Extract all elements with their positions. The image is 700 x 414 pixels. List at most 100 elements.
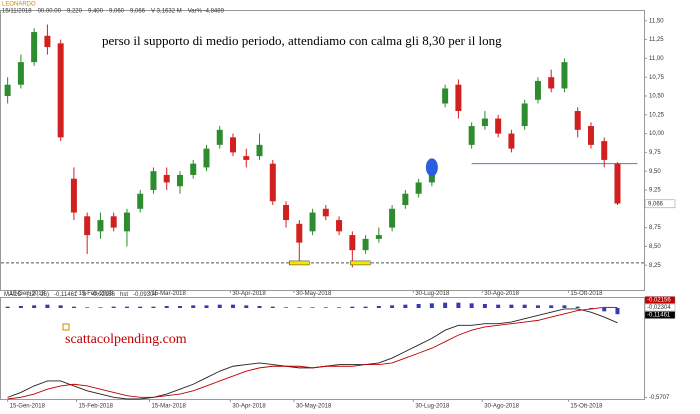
candle-body [495,118,502,134]
x-tick-label: 15-Mar-2018 [151,291,186,297]
macd-hist-bar [337,307,342,308]
header-item: 9,066 [130,9,146,15]
y-tick-label: 11,50 [649,18,664,24]
header-item: 9,220 [67,9,83,15]
macd-hist-bar [429,303,434,308]
macd-hist-bar [217,304,222,308]
macd-hist-bar [310,307,315,308]
yellow-mark [350,260,371,266]
header-item: 9,060 [109,9,125,15]
macd-hist-bar [85,307,90,308]
macd-header-item: -0,02156 [91,292,115,298]
candle-body [468,126,475,145]
candle-body [269,163,276,202]
header-item: 00.00.00 [38,9,62,15]
y-tick-label: 10,50 [649,94,665,100]
candle-body [309,212,316,232]
candle-body [574,111,581,130]
candle-body [110,216,117,228]
x-tick-label: 30-May-2018 [296,291,332,297]
price-frame [0,10,645,291]
macd-hist-bar [363,306,368,308]
macd-header-item: hst [120,292,128,298]
macd-value-box [644,296,676,304]
candle-body [336,220,343,232]
macd-hist-bar [615,308,620,315]
y-tick-label: 9,50 [649,169,661,175]
candle-body [97,220,104,232]
macd-value-box [644,303,676,312]
macd-hist-bar [32,305,37,308]
candle-body [190,163,197,175]
macd-value-label: -0,11461 [647,313,671,319]
candle-body [216,129,223,145]
macd-hist-bar [151,306,156,308]
candle-body [256,144,263,157]
candle-body [296,223,303,243]
candle-body [614,163,621,204]
macd-hist-bar [5,306,10,308]
y-tick-label: 10,75 [649,75,665,81]
y-tick-label: 9,75 [649,150,661,156]
last-price-box [644,199,676,209]
candle-body [243,156,250,160]
watermark: scattacolpending.com [65,332,187,347]
macd-header-item: -0,11461 [54,292,78,298]
candle-body [322,208,329,217]
ellipse-marker [425,158,438,177]
chart-title: LEONARDO [2,2,36,8]
candle-body [481,118,488,127]
last-price-label: 9,066 [648,201,664,207]
y-tick-label: 11,25 [649,37,664,43]
x-tick-label: 15-Ott-2018 [570,291,603,297]
macd-hist-bar [138,306,143,308]
macd-hist-bar [443,302,448,308]
candle-body [389,208,396,228]
candle-body [123,212,130,232]
x-tick-label: 15-Feb-2018 [79,404,114,410]
watermark-box [62,323,70,331]
x-tick-label: 15-Gen-2018 [10,291,46,297]
macd-hist-bar [284,307,289,308]
header-item: V 3,1632 M [151,9,182,15]
candle-body [31,32,38,63]
macd-hist-bar [124,306,129,308]
x-tick-label: 15-Ott-2018 [570,404,603,410]
macd-hist-bar [164,306,169,308]
macd-header-item: S [82,292,86,298]
macd-header-item: -0,09304 [133,292,157,298]
macd-hist-bar [575,306,580,308]
macd-hist-bar [231,304,236,308]
candle-body [415,182,422,194]
x-tick-label: 30-Apr-2018 [232,404,266,410]
header-item: 9,400 [88,9,104,15]
candle-body [17,62,24,85]
candle-body [4,84,11,96]
candle-body [150,171,157,190]
candle-body [349,235,356,251]
candle-body [521,103,528,127]
x-tick-label: 30-Ago-2018 [484,404,519,410]
macd-hist-bar [98,307,103,308]
macd-hist-bar [323,307,328,308]
macd-hist-bar [602,308,607,312]
candle-body [442,88,449,104]
y-tick-label: 8,25 [649,263,661,269]
macd-value-label: -0,02156 [647,298,671,304]
candle-body [137,193,144,209]
macd-hist-bar [469,303,474,308]
candle-body [455,84,462,112]
x-tick-label: 15-Feb-2018 [79,291,114,297]
macd-hist-bar [535,305,540,308]
macd-hist-bar [350,306,355,308]
macd-header-item: (12 , 26) [27,292,49,298]
x-tick-label: 15-Mar-2018 [151,404,186,410]
macd-line [7,308,618,400]
candle-body [283,205,290,221]
y-tick-label: 8,50 [649,244,661,250]
macd-frame [0,297,645,400]
x-tick-label: 30-Lug-2018 [415,404,450,410]
candle-body [203,148,210,168]
candle-body [362,238,369,251]
x-tick-label: 30-Apr-2018 [232,291,266,297]
